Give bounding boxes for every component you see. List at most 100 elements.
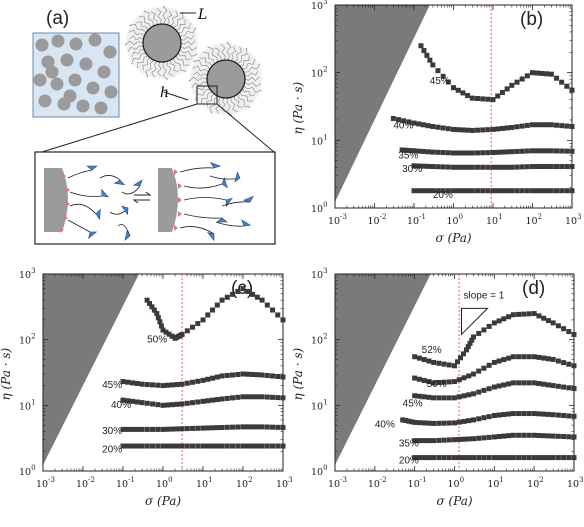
- data-point: [219, 443, 225, 449]
- series-label: 20%: [433, 190, 453, 201]
- tether-chain: [179, 167, 215, 173]
- data-point: [435, 124, 441, 130]
- data-point: [174, 401, 180, 407]
- data-point: [254, 394, 260, 400]
- data-point: [147, 300, 153, 306]
- binding-inset: [34, 151, 276, 245]
- data-point: [240, 394, 246, 400]
- data-point: [564, 148, 570, 154]
- data-point: [270, 424, 276, 430]
- data-point: [536, 455, 542, 461]
- data-point: [170, 426, 176, 432]
- series-20pct: 20%: [399, 455, 577, 466]
- data-point: [195, 443, 201, 449]
- data-point: [144, 443, 150, 449]
- data-point: [485, 96, 491, 102]
- data-point: [170, 402, 176, 408]
- data-point: [506, 455, 512, 461]
- data-point: [559, 148, 565, 154]
- data-point: [530, 188, 535, 194]
- data-point: [475, 150, 481, 156]
- data-point: [275, 373, 281, 379]
- data-point: [465, 344, 471, 350]
- data-point: [452, 379, 457, 385]
- x-tick-label: 10-2: [76, 476, 95, 490]
- x-tick-label: 10-3: [328, 213, 347, 227]
- data-point: [466, 436, 472, 442]
- data-point: [174, 426, 180, 432]
- x-tick-label: 103: [567, 476, 584, 490]
- data-point: [125, 426, 131, 432]
- data-point: [480, 127, 486, 133]
- data-point: [501, 357, 507, 363]
- particle-dot: [79, 57, 93, 71]
- anchor-site: [60, 227, 64, 233]
- data-point: [471, 334, 477, 340]
- data-point: [425, 149, 431, 155]
- data-point: [486, 362, 492, 368]
- data-point: [521, 311, 527, 317]
- data-point: [421, 48, 427, 54]
- data-point: [139, 426, 145, 432]
- data-point: [471, 455, 477, 461]
- data-point: [519, 148, 525, 154]
- data-point: [441, 379, 447, 385]
- series-40pct: 40%: [390, 116, 575, 133]
- data-point: [476, 389, 482, 395]
- series-52pct: 52%: [412, 311, 577, 369]
- data-point: [466, 373, 472, 379]
- data-point: [235, 394, 241, 400]
- anchor-site: [64, 215, 68, 221]
- data-point: [524, 188, 530, 194]
- data-point: [510, 455, 516, 461]
- data-point: [541, 433, 547, 439]
- data-point: [491, 384, 497, 390]
- data-point: [481, 365, 487, 371]
- x-tick-label: 101: [196, 476, 213, 490]
- data-point: [519, 76, 525, 82]
- data-point: [550, 320, 556, 326]
- data-point: [465, 188, 471, 194]
- data-point: [561, 455, 567, 461]
- data-point: [205, 398, 211, 404]
- data-point: [516, 455, 522, 461]
- data-point: [436, 455, 442, 461]
- data-point: [416, 393, 422, 399]
- x-tick-label: 101: [486, 213, 503, 227]
- data-point: [416, 188, 422, 194]
- data-point: [475, 127, 481, 133]
- data-point: [571, 434, 577, 440]
- data-point: [554, 75, 560, 81]
- data-point: [534, 188, 540, 194]
- data-point: [534, 148, 540, 154]
- data-point: [205, 376, 211, 382]
- data-point: [531, 455, 537, 461]
- data-point: [455, 164, 461, 170]
- particle-dot: [63, 89, 77, 103]
- data-point: [476, 435, 482, 441]
- data-point: [491, 434, 497, 440]
- data-point: [455, 87, 461, 93]
- data-point: [481, 387, 487, 393]
- data-point: [403, 418, 409, 424]
- series-label: 40%: [111, 400, 131, 411]
- x-tick-label: 100: [448, 476, 465, 490]
- data-point: [163, 329, 169, 335]
- series-label: 45%: [102, 380, 122, 391]
- tether-chain: [69, 191, 103, 197]
- data-point: [412, 455, 418, 461]
- data-point: [179, 401, 185, 407]
- data-point: [205, 443, 211, 449]
- x-tick-label: 102: [526, 213, 543, 227]
- data-point: [195, 378, 201, 384]
- data-point: [402, 147, 408, 153]
- data-point: [144, 426, 150, 432]
- data-point: [195, 425, 201, 431]
- data-point: [200, 377, 206, 383]
- data-point: [125, 379, 131, 385]
- data-point: [245, 371, 251, 377]
- data-point: [446, 395, 452, 401]
- data-point: [499, 164, 505, 170]
- tether-chain: [99, 175, 121, 181]
